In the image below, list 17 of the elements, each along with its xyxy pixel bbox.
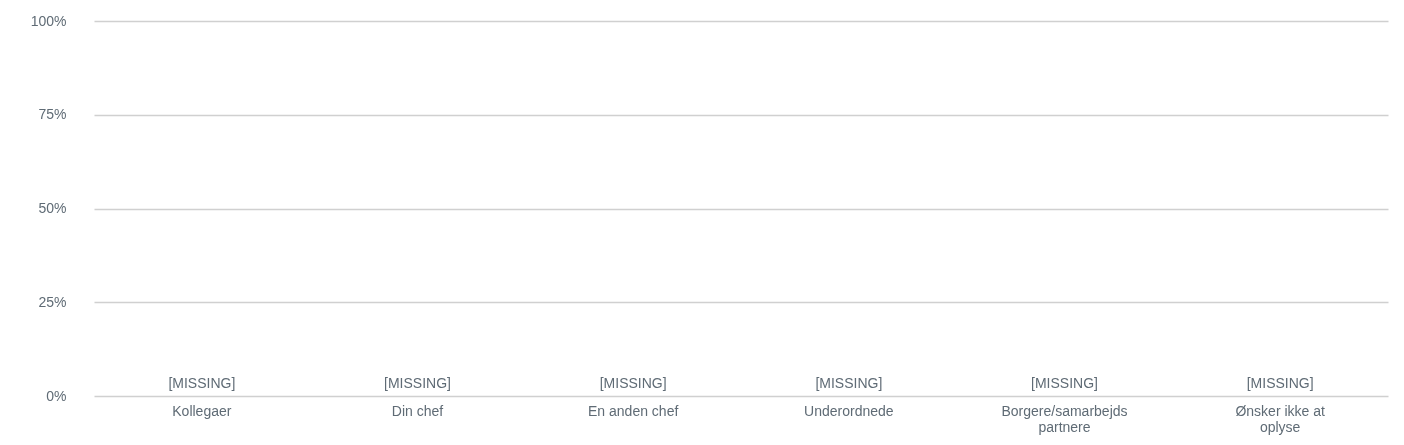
text: [MISSING] (384, 375, 451, 391)
y-tick-label: 0% (46, 387, 67, 404)
x-tick-label: Ønsker ikke at oplyse (1235, 402, 1326, 435)
x-tick-label: Kollegaer (172, 402, 232, 419)
x-tick-label: Borgere/samarbejds partnere (1001, 402, 1128, 435)
text: [MISSING] (1031, 375, 1098, 391)
text: [MISSING] (815, 375, 883, 391)
y-tick-label: 100% (30, 12, 67, 29)
x-tick-label: Din chef (391, 402, 444, 419)
text: [MISSING] (1246, 375, 1314, 391)
y-tick-label: 75% (38, 106, 67, 123)
text: [MISSING] (599, 375, 667, 391)
x-tick-label: En anden chef (588, 402, 679, 419)
y-tick-label: 50% (38, 200, 67, 216)
x-tick-label: Underordnede (804, 402, 894, 419)
y-tick-label: 25% (38, 293, 67, 310)
text: [MISSING] (168, 375, 236, 391)
